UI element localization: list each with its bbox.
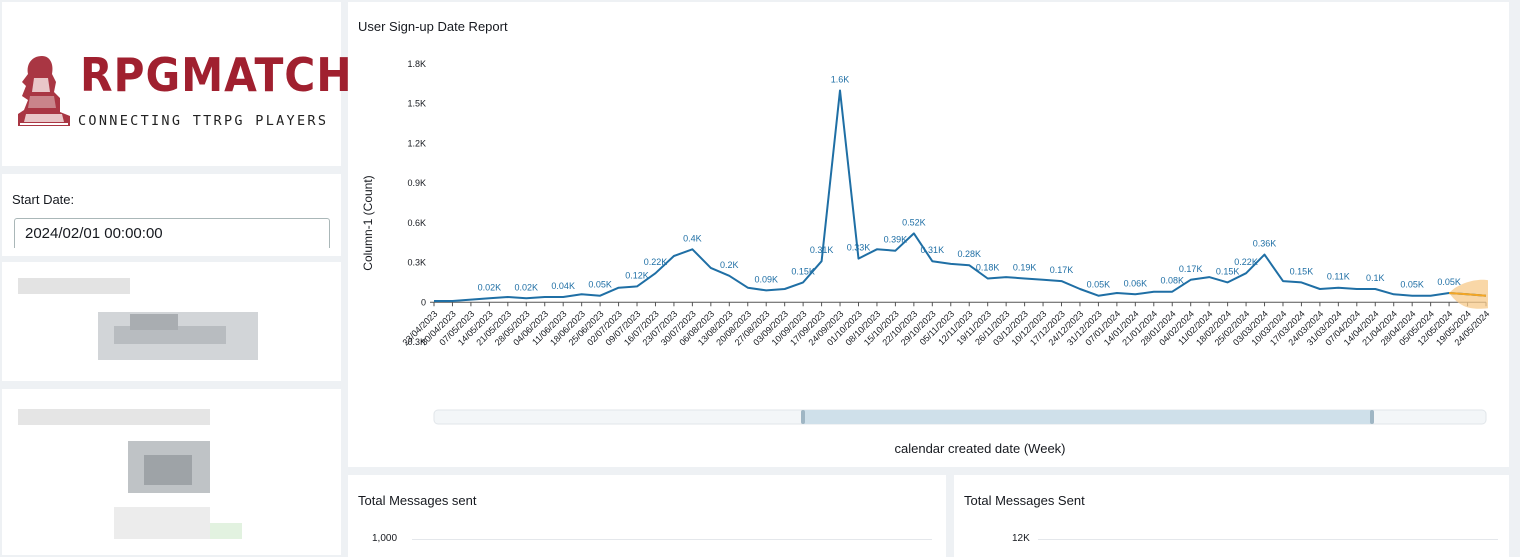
redacted-block <box>18 409 210 425</box>
data-label: 0.09K <box>754 274 778 284</box>
x-axis-title: calendar created date (Week) <box>894 441 1065 456</box>
y-tick-label: 12K <box>1012 533 1030 544</box>
data-label: 0.05K <box>588 280 612 290</box>
redacted-block <box>210 523 242 539</box>
data-label: 1.6K <box>831 74 850 84</box>
data-label: 0.36K <box>1253 239 1277 249</box>
range-slider-right-handle[interactable] <box>1370 410 1374 424</box>
data-label: 0.4K <box>683 233 702 243</box>
data-label: 0.17K <box>1050 265 1074 275</box>
logo-card: RPGMATCH CONNECTING TTRPG PLAYERS <box>2 2 352 166</box>
y-tick-label: 0.9K <box>407 178 426 188</box>
y-tick-label: 1.5K <box>407 99 426 109</box>
data-label: 0.2K <box>720 260 739 270</box>
data-label: 0.39K <box>884 235 908 245</box>
y-tick-label: 1.2K <box>407 138 426 148</box>
data-label: 0.22K <box>644 257 668 267</box>
range-slider-selection <box>803 410 1372 424</box>
data-label: 0.02K <box>515 282 539 292</box>
grid-line <box>1038 539 1498 540</box>
y-tick-label: -0.3K <box>404 337 426 347</box>
data-label: 0.08K <box>1160 276 1184 286</box>
data-label: 0.15K <box>1290 266 1314 276</box>
y-tick-label: 1.8K <box>407 59 426 69</box>
data-label: 0.06K <box>1124 278 1148 288</box>
data-label: 0.11K <box>1327 272 1350 282</box>
redacted-block <box>114 326 226 344</box>
y-axis-title: Column-1 (Count) <box>361 175 375 270</box>
data-label: 0.17K <box>1179 264 1203 274</box>
data-label: 0.02K <box>478 282 502 292</box>
data-label: 0.22K <box>1234 257 1258 267</box>
y-tick-label: 0.6K <box>407 218 426 228</box>
start-date-label: Start Date: <box>12 192 75 207</box>
redacted-block <box>144 455 192 485</box>
data-label: 0.05K <box>1400 280 1424 290</box>
total-messages-title-1: Total Messages sent <box>358 493 477 508</box>
y-tick-label: 0 <box>421 297 426 307</box>
data-label: 0.52K <box>902 217 926 227</box>
logo-wordmark: RPGMATCH <box>80 48 353 102</box>
data-label: 0.33K <box>847 243 871 253</box>
redacted-block <box>114 507 210 539</box>
data-label: 0.05K <box>1087 280 1111 290</box>
data-label: 0.31K <box>810 245 834 255</box>
y-tick-label: 1,000 <box>372 533 398 544</box>
redacted-block <box>130 314 178 330</box>
data-label: 0.1K <box>1366 273 1385 283</box>
redacted-block <box>18 278 130 294</box>
total-messages-title-2: Total Messages Sent <box>964 493 1085 508</box>
logo-tagline: CONNECTING TTRPG PLAYERS <box>78 113 329 129</box>
start-date-control: Start Date: <box>2 174 341 256</box>
y-tick-label: 0.3K <box>407 258 426 268</box>
chart-card-title: User Sign-up Date Report <box>358 19 508 34</box>
data-label: 0.04K <box>551 281 575 291</box>
data-label: 0.18K <box>976 262 1000 272</box>
data-label: 0.19K <box>1013 262 1037 272</box>
signup-chart-card: User Sign-up Date Report -0.3K 0 0.3K 0.6K 0… <box>348 2 1509 467</box>
redacted-visual-2 <box>2 389 341 555</box>
data-label: 0.28K <box>957 249 981 259</box>
data-label: 0.12K <box>625 270 649 280</box>
total-messages-card-2: Total Messages Sent 12K <box>954 475 1509 557</box>
redacted-visual-1 <box>2 262 341 381</box>
data-label: 0.15K <box>1216 266 1240 276</box>
grid-line <box>412 539 932 540</box>
start-date-input[interactable] <box>14 218 330 248</box>
sphinx-logo-icon <box>18 56 70 126</box>
data-label: 0.05K <box>1437 277 1461 287</box>
data-label: 0.15K <box>791 266 815 276</box>
total-messages-card-1: Total Messages sent 1,000 <box>348 475 946 557</box>
series-line <box>434 89 1487 302</box>
signup-line-chart: -0.3K 0 0.3K 0.6K 0.9K 1.2K 1.5K 1.8K Column-1 (… <box>361 59 1491 456</box>
range-slider-left-handle[interactable] <box>801 410 805 424</box>
data-label: 0.31K <box>921 245 945 255</box>
highlight-line <box>1449 292 1487 297</box>
